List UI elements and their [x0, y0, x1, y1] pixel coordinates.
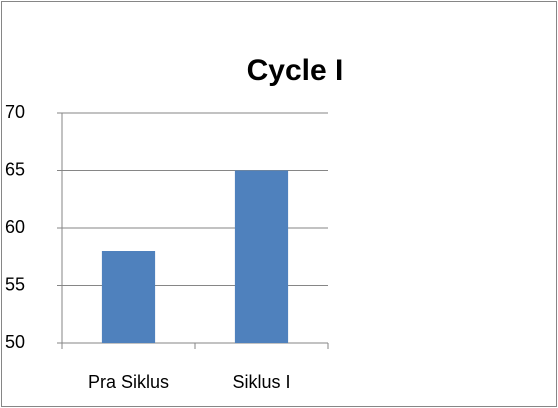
- x-tick-label: Pra Siklus: [88, 372, 169, 392]
- bar: [101, 251, 156, 343]
- y-tick-label: 60: [5, 217, 25, 237]
- y-tick-label: 70: [5, 102, 25, 122]
- chart-title: Cycle I: [247, 54, 344, 87]
- y-tick-label: 55: [5, 274, 25, 294]
- bar: [234, 170, 289, 343]
- y-tick-label: 50: [5, 332, 25, 352]
- y-tick-label: 65: [5, 159, 25, 179]
- x-tick-label: Siklus I: [232, 372, 290, 392]
